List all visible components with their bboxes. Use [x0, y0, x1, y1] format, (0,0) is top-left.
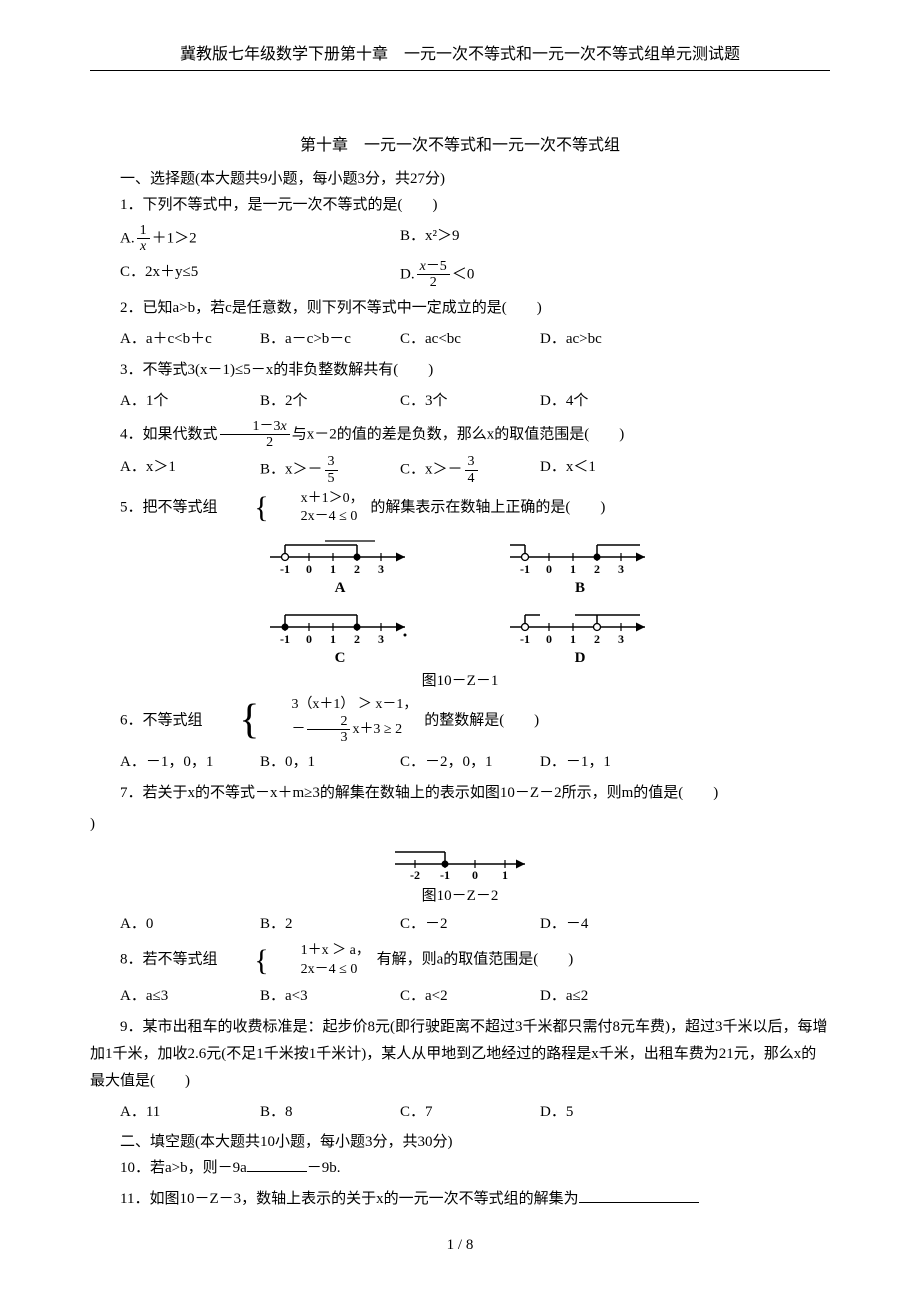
svg-text:3: 3	[618, 632, 624, 646]
q9-opt-b: B．8	[260, 1099, 400, 1126]
q8-opt-b: B．a<3	[260, 983, 400, 1010]
q7-opt-d: D．－4	[540, 911, 680, 938]
figure-10z2: -2 -1 0 1	[90, 842, 830, 882]
q9-opt-d: D．5	[540, 1099, 680, 1126]
q2-stem: 2．已知a>b，若c是任意数，则下列不等式中一定成立的是( )	[90, 295, 830, 322]
q2-opt-a: A．a＋c<b＋c	[120, 326, 260, 353]
svg-text:0: 0	[546, 562, 552, 576]
svg-text:1: 1	[570, 562, 576, 576]
svg-text:-1: -1	[280, 632, 290, 646]
q4-stem: 4．如果代数式1－3x2与x－2的值的差是负数，那么x的取值范围是( )	[90, 419, 830, 451]
q3-opt-c: C．3个	[400, 388, 540, 415]
q8-opt-d: D．a≤2	[540, 983, 680, 1010]
numline-A: -1 0 1 2 3 A	[265, 535, 415, 597]
numline-B: -10123 B	[505, 535, 655, 597]
q6-opt-d: D．－1，1	[540, 749, 680, 776]
page-header: 冀教版七年级数学下册第十章 一元一次不等式和一元一次不等式组单元测试题	[90, 40, 830, 71]
page-footer: 1 / 8	[90, 1237, 830, 1254]
q6-opt-c: C．－2，0，1	[400, 749, 540, 776]
figure-10z2-caption: 图10－Z－2	[90, 884, 830, 905]
q3-stem: 3．不等式3(x－1)≤5－x的非负整数解共有( )	[90, 357, 830, 384]
svg-text:0: 0	[306, 562, 312, 576]
svg-text:1: 1	[502, 868, 508, 882]
figure-10z1-row1: -1 0 1 2 3 A -1 0 1 2 3	[90, 535, 830, 597]
q1-opt-a: A.1x＋1＞2	[120, 223, 400, 255]
q9-opt-a: A．11	[120, 1099, 260, 1126]
svg-text:-1: -1	[520, 562, 530, 576]
q3-opt-d: D．4个	[540, 388, 680, 415]
q8-opt-a: A．a≤3	[120, 983, 260, 1010]
q8-opt-c: C．a<2	[400, 983, 540, 1010]
q5-stem: 5．把不等式组 { x＋1＞0， 2x－4 ≤ 0 的解集表示在数轴上正确的是(…	[90, 490, 830, 526]
q4-opt-b: B．x＞－35	[260, 454, 400, 486]
svg-text:-1: -1	[520, 632, 530, 646]
q9-stem: 9．某市出租车的收费标准是：起步价8元(即行驶距离不超过3千米都只需付8元车费)…	[90, 1014, 830, 1095]
svg-text:1: 1	[330, 562, 336, 576]
q2-opt-b: B．a－c>b－c	[260, 326, 400, 353]
q1-opt-d: D.x－52＜0	[400, 259, 600, 291]
q6-opt-a: A．－1，0，1	[120, 749, 260, 776]
chapter-title: 第十章 一元一次不等式和一元一次不等式组	[90, 131, 830, 155]
q4-opt-c: C．x＞－34	[400, 454, 540, 486]
q2-opt-d: D．ac>bc	[540, 326, 680, 353]
q2-opt-c: C．ac<bc	[400, 326, 540, 353]
svg-text:2: 2	[594, 632, 600, 646]
section-1-title: 一、选择题(本大题共9小题，每小题3分，共27分)	[90, 167, 830, 188]
svg-text:-2: -2	[410, 868, 420, 882]
q1-opt-c: C．2x＋y≤5	[120, 259, 400, 291]
q9-opt-c: C．7	[400, 1099, 540, 1126]
svg-text:3: 3	[378, 562, 384, 576]
q11: 11．如图10－Z－3，数轴上表示的关于x的一元一次不等式组的解集为	[90, 1186, 830, 1213]
q6-opt-b: B．0，1	[260, 749, 400, 776]
svg-text:2: 2	[354, 562, 360, 576]
q4-opt-a: A．x＞1	[120, 454, 260, 486]
numline-C: -10123 C	[265, 605, 415, 667]
svg-text:2: 2	[594, 562, 600, 576]
q7-opt-a: A．0	[120, 911, 260, 938]
svg-text:3: 3	[618, 562, 624, 576]
q8-stem: 8．若不等式组 { 1＋x ＞ a， 2x－4 ≤ 0 有解，则a的取值范围是(…	[90, 942, 830, 978]
q4-opt-d: D．x＜1	[540, 454, 680, 486]
svg-text:-1: -1	[440, 868, 450, 882]
figure-10z1-row2: -10123 C -10123 D	[90, 605, 830, 667]
q3-opt-b: B．2个	[260, 388, 400, 415]
svg-text:-1: -1	[280, 562, 290, 576]
svg-text:3: 3	[378, 632, 384, 646]
q7-opt-b: B．2	[260, 911, 400, 938]
svg-text:0: 0	[546, 632, 552, 646]
q7-stem: 7．若关于x的不等式－x＋m≥3的解集在数轴上的表示如图10－Z－2所示，则m的…	[90, 780, 830, 807]
q1-opt-b: B．x²＞9	[400, 223, 600, 255]
figure-10z1-caption: 图10－Z－1	[90, 669, 830, 690]
q1-stem: 1．下列不等式中，是一元一次不等式的是( )	[90, 192, 830, 219]
q3-opt-a: A．1个	[120, 388, 260, 415]
svg-text:0: 0	[472, 868, 478, 882]
svg-text:2: 2	[354, 632, 360, 646]
svg-text:1: 1	[570, 632, 576, 646]
q10: 10．若a>b，则－9a－9b.	[90, 1155, 830, 1182]
section-2-title: 二、填空题(本大题共10小题，每小题3分，共30分)	[90, 1130, 830, 1151]
svg-text:1: 1	[330, 632, 336, 646]
q6-stem: 6．不等式组 { 3（x＋1） ＞ x－1， －23x＋3 ≥ 2 的整数解是(…	[90, 696, 830, 746]
q7-opt-c: C．－2	[400, 911, 540, 938]
svg-text:0: 0	[306, 632, 312, 646]
numline-D: -10123 D	[505, 605, 655, 667]
